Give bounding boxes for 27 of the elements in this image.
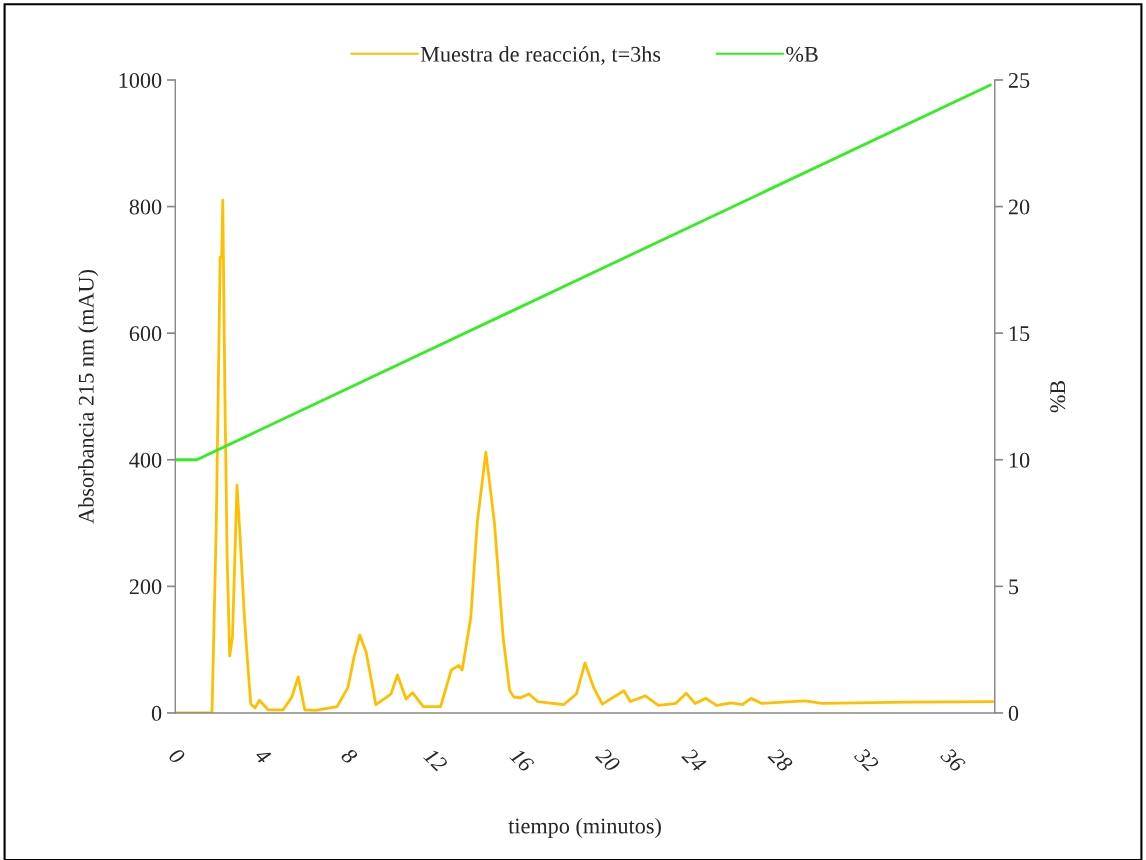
x-tick-label: 20 xyxy=(594,746,621,773)
y-tick-label: 200 xyxy=(129,579,162,595)
y-axis-title: Absorbancia 215 nm (mAU) xyxy=(78,270,99,524)
x-tick-label: 4 xyxy=(253,746,272,765)
y-tick-label: 1000 xyxy=(119,72,162,88)
y2-tick-label: 25 xyxy=(1008,72,1030,88)
y2-tick-label: 20 xyxy=(1008,199,1030,215)
y2-tick-label: 15 xyxy=(1009,326,1030,342)
x-tick-label: 12 xyxy=(423,747,449,773)
y2-tick-label: 0 xyxy=(1008,705,1019,721)
y-tick-label: 0 xyxy=(151,705,162,721)
y2-tick-label: 5 xyxy=(1009,579,1019,595)
y-tick-label: 600 xyxy=(129,326,162,342)
x-axis-title: tiempo (minutos) xyxy=(508,817,661,839)
x-tick-label: 8 xyxy=(340,747,359,766)
y-tick-label: 800 xyxy=(129,199,162,215)
y2-axis-title: %B xyxy=(1050,380,1066,413)
x-tick-label: 16 xyxy=(509,747,535,773)
legend-label: Muestra de reacción, t=3hs xyxy=(420,46,661,65)
y-tick-label: 400 xyxy=(129,452,162,468)
y2-tick-label: 10 xyxy=(1009,452,1030,468)
x-tick-label: 24 xyxy=(681,746,707,773)
x-tick-label: 36 xyxy=(939,746,967,773)
legend-label: %B xyxy=(786,46,818,62)
x-tick-label: 0 xyxy=(168,747,186,765)
x-tick-label: 28 xyxy=(767,746,794,773)
x-tick-label: 32 xyxy=(853,746,880,773)
